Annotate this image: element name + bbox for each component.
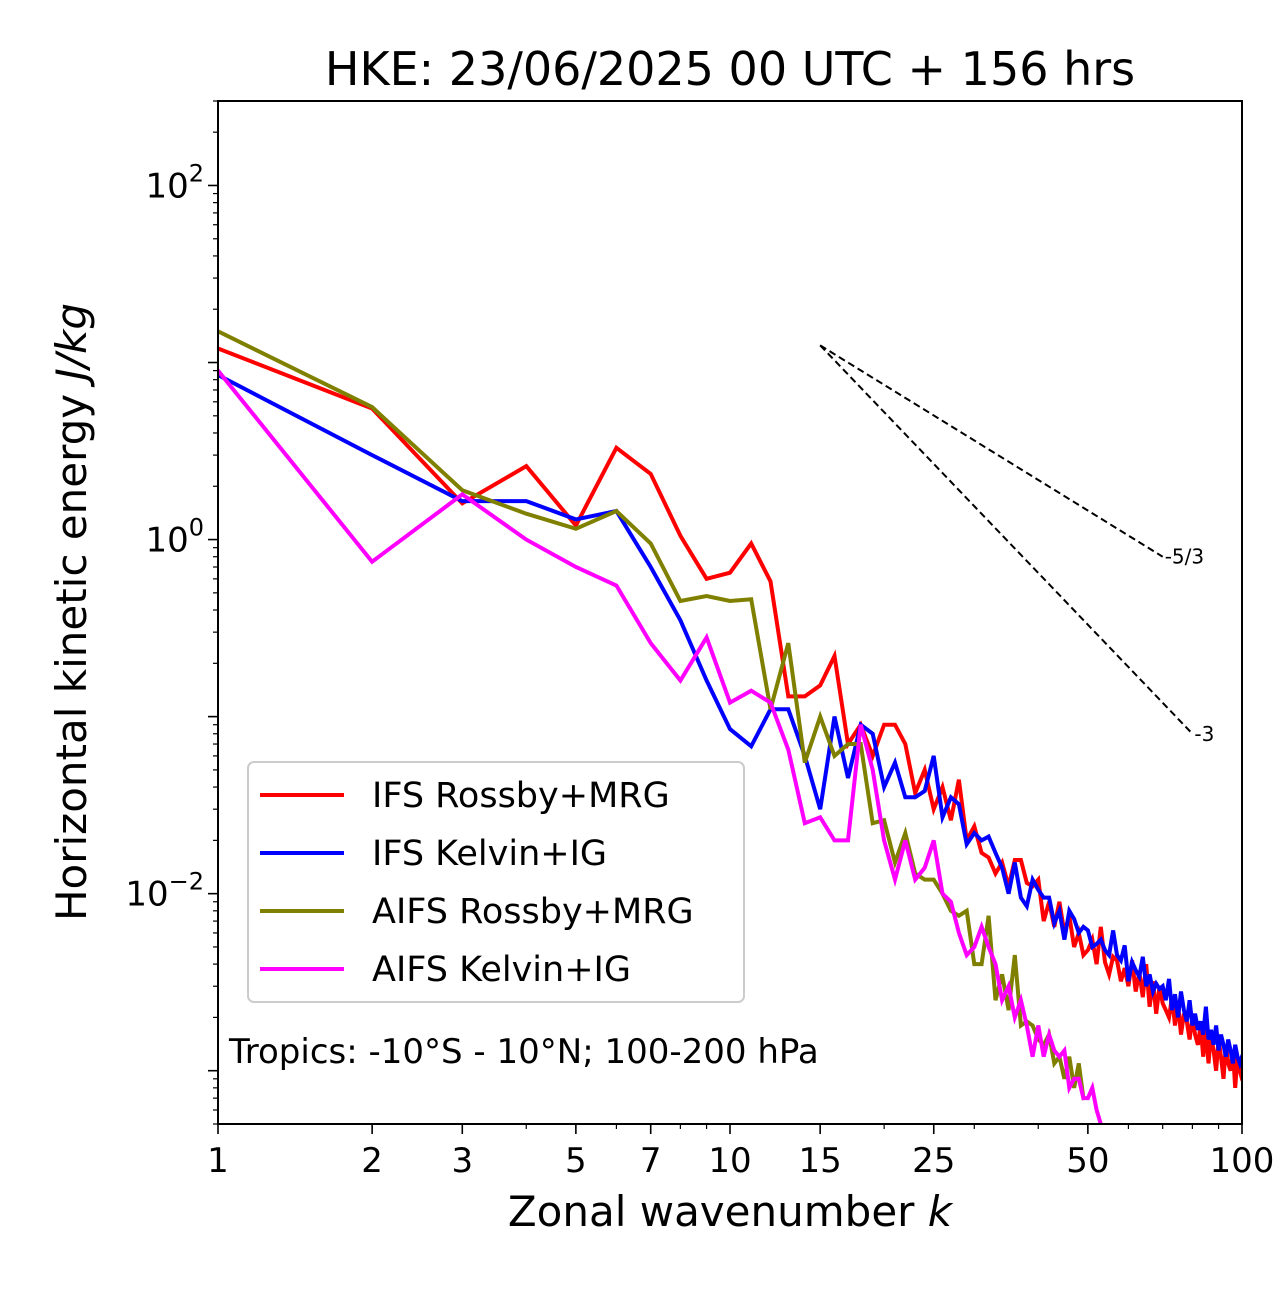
reference-lines: -5/3 -3 bbox=[819, 344, 1214, 746]
y-axis-label-unit: J/kg bbox=[47, 303, 96, 388]
y-axis-label: Horizontal kinetic energy J/kg bbox=[47, 303, 96, 921]
series-line-aifs-rossby-mrg bbox=[218, 329, 1086, 1101]
x-tick-label: 1 bbox=[207, 1141, 229, 1181]
axis-ticks: 1 2 3 5 7 10 15 25 50 100 10−2 100 102 bbox=[125, 100, 1275, 1181]
legend-label-aifs-rossby-mrg: AIFS Rossby+MRG bbox=[372, 892, 694, 932]
legend-label-ifs-rossby-mrg: IFS Rossby+MRG bbox=[372, 776, 670, 816]
y-tick-label: 10−2 bbox=[125, 868, 204, 915]
legend-label-aifs-kelvin-ig: AIFS Kelvin+IG bbox=[372, 950, 631, 990]
y-axis-label-text: Horizontal kinetic energy bbox=[47, 381, 96, 922]
series-line-ifs-kelvin-ig bbox=[218, 372, 1242, 1070]
x-tick-label: 5 bbox=[565, 1141, 587, 1181]
chart-title: HKE: 23/06/2025 00 UTC + 156 hrs bbox=[325, 42, 1135, 96]
reference-slope-label: -5/3 bbox=[1165, 545, 1204, 569]
x-tick-label: 15 bbox=[799, 1141, 842, 1181]
series-line-aifs-kelvin-ig bbox=[218, 367, 1103, 1124]
x-tick-label: 50 bbox=[1066, 1141, 1109, 1181]
plot-frame bbox=[217, 100, 1243, 1125]
x-tick-label: 7 bbox=[640, 1141, 662, 1181]
legend-items: IFS Rossby+MRG IFS Kelvin+IG AIFS Rossby+M… bbox=[260, 776, 694, 990]
series-layer bbox=[218, 329, 1242, 1124]
x-axis-label: Zonal wavenumber k bbox=[508, 1187, 954, 1236]
y-tick-label: 100 bbox=[145, 514, 204, 561]
x-tick-label: 25 bbox=[912, 1141, 955, 1181]
x-tick-label: 2 bbox=[361, 1141, 383, 1181]
y-tick-label: 102 bbox=[145, 159, 204, 206]
reference-slope-line bbox=[819, 344, 1194, 735]
x-tick-label: 10 bbox=[708, 1141, 751, 1181]
x-axis-label-text: Zonal wavenumber bbox=[508, 1187, 928, 1236]
legend-box bbox=[247, 761, 745, 1003]
legend-label-ifs-kelvin-ig: IFS Kelvin+IG bbox=[372, 834, 607, 874]
reference-slope-line bbox=[819, 344, 1164, 558]
x-tick-label: 3 bbox=[451, 1141, 473, 1181]
region-annotation: Tropics: -10°S - 10°N; 100-200 hPa bbox=[228, 1032, 819, 1072]
x-axis-label-variable: k bbox=[928, 1187, 954, 1236]
x-tick-label: 100 bbox=[1210, 1141, 1275, 1181]
legend: IFS Rossby+MRG IFS Kelvin+IG AIFS Rossby+M… bbox=[247, 761, 745, 1003]
reference-slope-label: -3 bbox=[1194, 722, 1214, 746]
